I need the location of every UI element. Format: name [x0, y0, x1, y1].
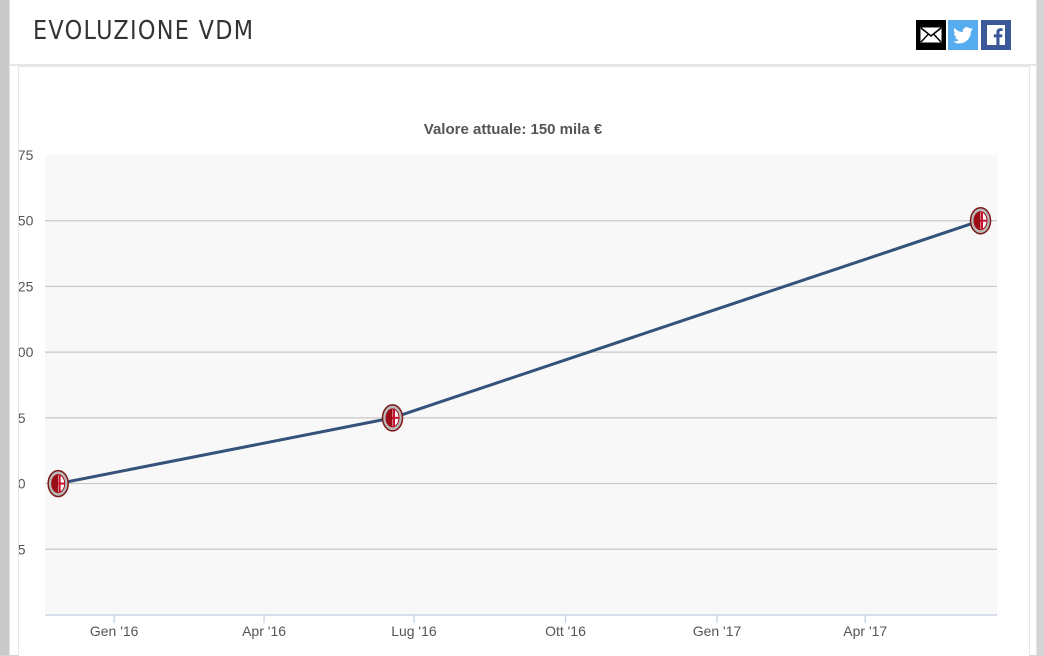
envelope-icon: [920, 27, 942, 43]
twitter-bird-icon: [953, 26, 973, 43]
y-tick-label: 25: [19, 541, 26, 557]
x-tick-label: Apr '17: [843, 623, 887, 639]
y-tick-label: 150: [19, 213, 34, 229]
chart-title: Valore attuale: 150 mila €: [424, 121, 603, 138]
twitter-share-button[interactable]: [948, 20, 978, 50]
x-tick-label: Ott '16: [545, 623, 586, 639]
y-tick-label: 75: [19, 410, 26, 426]
x-tick-label: Apr '16: [242, 623, 286, 639]
club-crest-icon[interactable]: [47, 469, 69, 498]
mail-share-button[interactable]: [916, 20, 946, 50]
club-crest-icon[interactable]: [969, 206, 992, 235]
x-tick-label: Gen '16: [90, 623, 139, 639]
left-page-strip: [0, 0, 9, 655]
card-header: EVOLUZIONE VDM: [10, 0, 1036, 66]
club-crest-icon[interactable]: [381, 404, 404, 432]
y-tick-label: 50: [19, 476, 26, 492]
y-tick-label: 100: [19, 344, 34, 360]
card-title: EVOLUZIONE VDM: [33, 16, 255, 46]
x-tick-label: Lug '16: [391, 623, 437, 639]
y-tick-label: 175: [19, 147, 34, 163]
facebook-share-button[interactable]: [981, 20, 1011, 50]
x-tick-label: Gen '17: [693, 623, 742, 639]
chart-panel: Valore attuale: 150 mila € 25 50 75 100 125 15…: [18, 66, 1030, 656]
vdm-line-chart: Valore attuale: 150 mila € 25 50 75 100 125 15…: [19, 121, 997, 639]
facebook-f-icon: [987, 25, 1005, 45]
y-tick-label: 125: [19, 278, 34, 294]
vdm-card: EVOLUZIONE VDM Valore attuale: 150 mila …: [9, 0, 1037, 656]
plot-area: [45, 155, 997, 615]
